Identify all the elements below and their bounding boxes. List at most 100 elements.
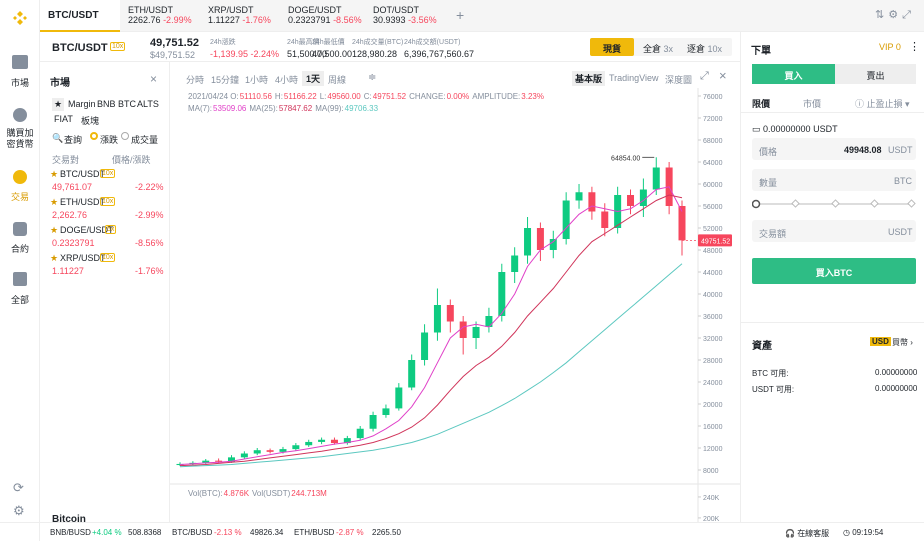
filter[interactable]: FIAT <box>54 114 73 124</box>
candle-body <box>459 321 467 338</box>
row-change: -2.99% <box>135 210 164 220</box>
ma-value: 53509.06 <box>213 104 247 113</box>
radio-off[interactable] <box>121 132 129 140</box>
y-tick-label: 40000 <box>703 292 723 299</box>
close[interactable]: × <box>150 72 158 86</box>
nav[interactable]: 全部 <box>11 295 30 305</box>
nav[interactable]: 購買加密貨幣 <box>6 128 34 149</box>
asset-label: BTC 可用: <box>752 369 789 378</box>
y-tick-label: 20000 <box>703 402 723 409</box>
vip[interactable]: VIP 0 <box>879 42 901 52</box>
favorite-star: ★ <box>50 225 59 235</box>
ma-line <box>179 194 683 467</box>
ticker-price: 49,751.52 <box>150 37 199 49</box>
y-tick-label: 36000 <box>703 314 723 321</box>
tab[interactable]: DOGE/USDT 0.2323791 -8.56% <box>288 5 362 25</box>
filter[interactable]: ALTS <box>137 99 159 109</box>
filter[interactable]: 板塊 <box>81 116 100 126</box>
interval[interactable]: 周線 <box>328 75 347 85</box>
tab[interactable]: ETH/USDT 2262.76 -2.99% <box>128 5 192 25</box>
order-type[interactable]: 市價 <box>803 99 822 109</box>
price-input[interactable]: 價格 49948.08 USDT <box>752 138 916 160</box>
add-tab[interactable]: + <box>456 7 465 23</box>
slider[interactable] <box>752 198 918 210</box>
order-type[interactable]: ⓘ 止盈止損 ▾ <box>855 99 910 109</box>
row-change: -2.22% <box>135 182 164 192</box>
refresh-icon[interactable]: ⟳ <box>13 480 24 495</box>
assets-buy[interactable]: 買幣 › <box>892 338 913 347</box>
fullscreen[interactable]: ⤢ <box>700 70 709 82</box>
ma-value: 49706.33 <box>344 104 379 113</box>
mode[interactable]: 全倉 3x <box>643 42 673 55</box>
interval[interactable]: 分時 <box>186 75 205 85</box>
total-input[interactable]: 交易額 USDT <box>752 220 916 242</box>
footer-pair: BTC/BUSD <box>172 528 213 537</box>
interval[interactable]: 1小時 <box>245 75 269 85</box>
candle-body <box>382 408 390 415</box>
ma-label: MA(25): <box>249 104 278 113</box>
assets-badge: USD <box>870 337 891 346</box>
filter[interactable]: BNB <box>97 99 116 109</box>
status-bar: 🎧 在線客服 ◷ 09:19:54 BNB/BUSD +4.04 % 508.836… <box>0 522 924 541</box>
order-type[interactable]: 限價 <box>752 99 771 109</box>
filter[interactable]: Margin <box>68 99 96 109</box>
ticker-pair[interactable]: BTC/USDT <box>52 42 108 54</box>
candle-body <box>356 428 364 439</box>
interval[interactable]: 15分鐘 <box>211 75 240 85</box>
order-title: 下單 <box>751 46 771 57</box>
candle-body <box>266 450 274 452</box>
support[interactable]: 🎧 在線客服 <box>785 529 830 538</box>
view[interactable]: 深度圖 <box>665 75 693 85</box>
indicator-icon[interactable]: ≑ <box>368 72 377 83</box>
divider <box>741 322 924 323</box>
tab[interactable]: BTC/USDT <box>40 0 120 32</box>
buy-tab[interactable]: 買入 <box>752 64 835 84</box>
qty-input[interactable]: 數量 BTC <box>752 169 916 191</box>
candle-body <box>524 228 532 256</box>
star-filter[interactable]: ★ <box>52 98 65 111</box>
search[interactable]: 查詢 <box>64 135 83 145</box>
mode[interactable]: 逐倉 10x <box>687 42 722 55</box>
icon <box>13 222 27 236</box>
view[interactable]: TradingView <box>609 73 659 83</box>
interval[interactable]: 4小時 <box>275 75 299 85</box>
search-icon: 🔍 <box>52 133 64 143</box>
vol-label: Vol(BTC): <box>188 489 223 498</box>
more[interactable]: ⋮ <box>909 41 920 53</box>
input-label: 交易額 <box>759 229 787 239</box>
mode[interactable]: 現貨 <box>590 38 634 56</box>
submit-buy[interactable]: 買入BTC <box>752 258 916 284</box>
stat-label: 24h成交量(BTC) <box>352 39 404 46</box>
vol-value: 244.713M <box>291 489 327 498</box>
stat-value: 6,396,767,560.67 <box>404 49 475 59</box>
candle-body <box>227 457 235 462</box>
tab-change: -2.99% <box>163 15 192 25</box>
close[interactable]: × <box>719 68 727 83</box>
field-label: O: <box>230 92 239 101</box>
ma-line: MA(7):53509.06 MA(25):57847.62 MA(99):4970… <box>188 104 547 113</box>
nav[interactable]: 合約 <box>11 244 30 254</box>
tab-price: 30.9393 <box>373 15 406 25</box>
filter[interactable]: BTC <box>118 99 136 109</box>
row-change: -8.56% <box>135 238 164 248</box>
market-panel: 市場 × ★ Margin BNB BTC ALTS FIAT 板塊 🔍 查詢 … <box>40 62 170 525</box>
stat-value: -1,139.95 -2.24% <box>210 49 280 59</box>
radio-on[interactable] <box>90 132 98 140</box>
footer-price: 49826.34 <box>250 528 284 537</box>
balance: ▭ 0.00000000 USDT <box>752 124 838 134</box>
ma-label: MA(99): <box>315 104 344 113</box>
last-price-label: 49751.52 <box>701 238 730 245</box>
interval[interactable]: 1天 <box>302 71 325 86</box>
settings-icon[interactable]: ⚙ <box>13 503 25 518</box>
nav[interactable]: 市場 <box>11 78 30 88</box>
tab[interactable]: DOT/USDT 30.9393 -3.56% <box>373 5 437 25</box>
input-label: 數量 <box>759 178 778 188</box>
nav[interactable]: 交易 <box>11 192 30 202</box>
view[interactable]: 基本版 <box>572 71 606 86</box>
window-icons[interactable]: ⇅⚙⤢ <box>875 9 915 21</box>
tab-pair: DOGE/USDT <box>288 5 342 15</box>
tab[interactable]: XRP/USDT 1.11227 -1.76% <box>208 5 271 25</box>
sell-tab[interactable]: 賣出 <box>835 64 916 84</box>
candle-chart: 76000 72000 68000 64000 60000 56000 52000 48000… <box>170 88 740 522</box>
